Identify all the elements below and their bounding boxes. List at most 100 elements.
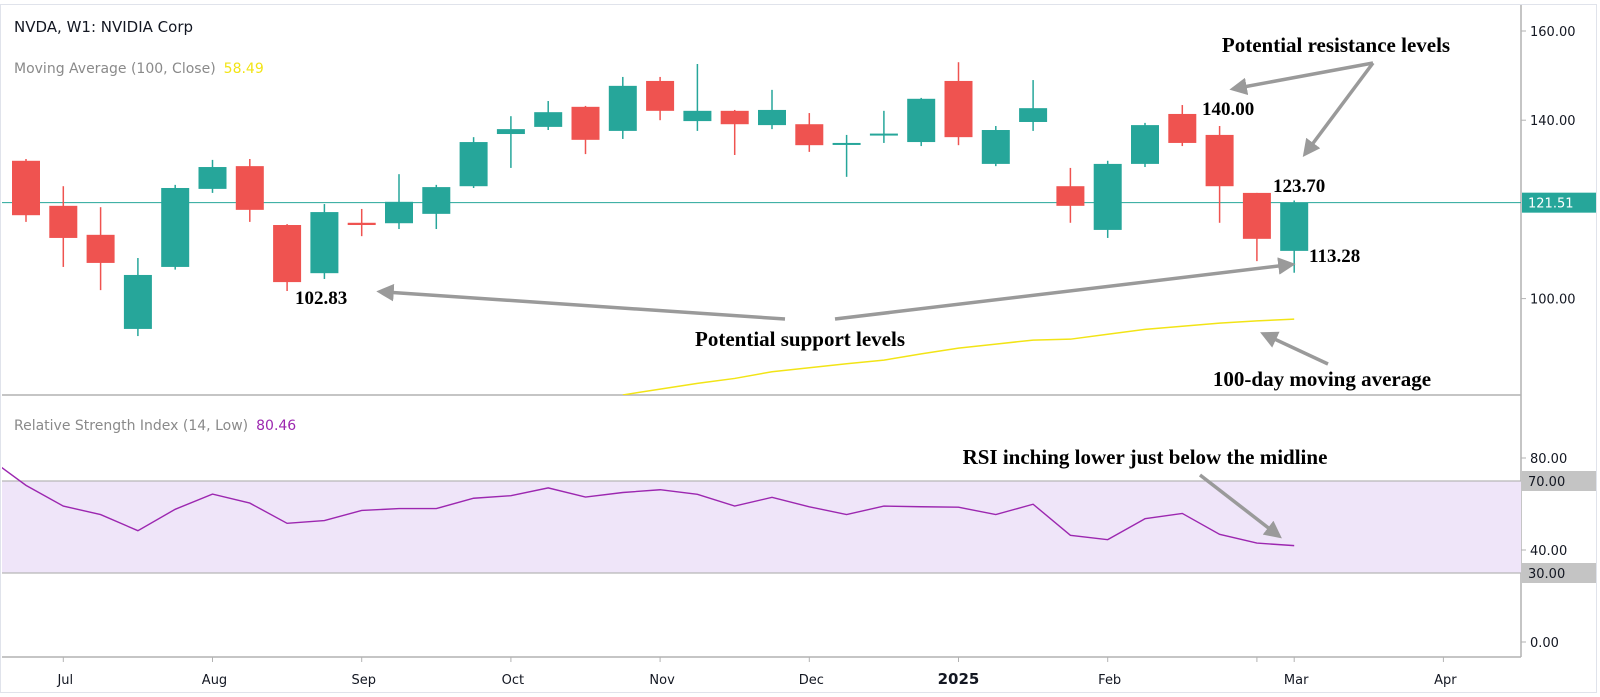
- candle[interactable]: [235, 159, 264, 222]
- candle[interactable]: [496, 116, 525, 168]
- rsi-axis-label: 40.00: [1530, 544, 1567, 559]
- candle[interactable]: [795, 113, 824, 152]
- rsi-band: [2, 481, 1521, 573]
- support-arrow-2: [834, 257, 1296, 321]
- rsi-line: [2, 466, 1295, 547]
- candle-body: [347, 222, 376, 226]
- ma-legend[interactable]: Moving Average (100, Close) 58.49: [14, 61, 264, 77]
- candle-body: [981, 130, 1010, 164]
- axes: 160.00 140.00 100.00 80.00 40.00 0.00 121.51 70…: [56, 25, 1596, 688]
- rsi-axis-label: 80.00: [1530, 452, 1567, 467]
- candle[interactable]: [198, 159, 227, 193]
- last-price-badge-bg: [1522, 192, 1596, 213]
- rsi-band-badge: 70.00: [1522, 471, 1596, 491]
- time-axis-label: Feb: [1098, 673, 1121, 688]
- candle-body: [795, 124, 824, 146]
- candle[interactable]: [310, 204, 339, 279]
- candle[interactable]: [1056, 167, 1085, 223]
- candle[interactable]: [907, 97, 936, 147]
- rsi-legend-label: Relative Strength Index (14, Low): [14, 418, 248, 434]
- candle-body: [86, 234, 115, 263]
- rsi-legend[interactable]: Relative Strength Index (14, Low) 80.46: [14, 418, 296, 434]
- candle-body: [646, 80, 675, 111]
- candle-body: [944, 80, 973, 138]
- candle[interactable]: [534, 101, 563, 131]
- rsi-note: RSI inching lower just below the midline: [963, 445, 1328, 469]
- candle[interactable]: [1019, 80, 1048, 131]
- candle-body: [12, 160, 40, 216]
- candle-body: [832, 142, 861, 145]
- time-axis-label: Jul: [56, 673, 73, 688]
- candle[interactable]: [832, 134, 861, 177]
- candle[interactable]: [720, 109, 749, 155]
- candle-body: [198, 167, 227, 189]
- rsi-band-badge: 30.00: [1522, 563, 1596, 583]
- candle-body: [1093, 163, 1122, 230]
- chart-frame: [0, 4, 1597, 693]
- candle-body: [1280, 202, 1309, 251]
- candle[interactable]: [683, 64, 712, 131]
- candle[interactable]: [571, 105, 600, 155]
- candle[interactable]: [869, 110, 898, 143]
- resistance-value-1: 140.00: [1202, 99, 1254, 120]
- time-axis-label: Dec: [799, 673, 824, 688]
- rsi-band-badge-text: 30.00: [1528, 567, 1565, 582]
- candle[interactable]: [161, 184, 190, 270]
- time-axis-label: Apr: [1434, 673, 1457, 688]
- candle-body: [459, 142, 488, 187]
- candle[interactable]: [1205, 125, 1234, 223]
- resistance-value-2: 123.70: [1273, 176, 1325, 197]
- candle-body: [1242, 192, 1271, 239]
- rsi-note-arrow: [1198, 473, 1282, 539]
- candle[interactable]: [86, 207, 115, 291]
- candle[interactable]: [646, 76, 675, 121]
- candle[interactable]: [944, 62, 973, 146]
- candle[interactable]: [123, 258, 152, 337]
- candle[interactable]: [1280, 200, 1309, 273]
- candle[interactable]: [459, 137, 488, 188]
- candle-body: [1056, 186, 1085, 206]
- support-title: Potential support levels: [695, 327, 905, 351]
- last-price-badge-text: 121.51: [1528, 197, 1574, 212]
- rsi-band-badge-bg: [1522, 563, 1596, 583]
- support-value-1: 102.83: [295, 288, 347, 309]
- rsi-band-badge-bg: [1522, 471, 1596, 491]
- candle-body: [1019, 108, 1048, 122]
- candle[interactable]: [981, 125, 1010, 167]
- candle-body: [422, 187, 451, 214]
- price-pane[interactable]: [12, 62, 1309, 395]
- candle[interactable]: [1131, 122, 1159, 168]
- rsi-pane[interactable]: [0, 458, 1295, 547]
- ma-legend-label: Moving Average (100, Close): [14, 61, 216, 77]
- candle-body: [720, 110, 749, 125]
- resistance-arrow-1: [1229, 61, 1374, 96]
- candle-body: [907, 98, 936, 143]
- candle[interactable]: [385, 174, 413, 230]
- candle[interactable]: [347, 208, 376, 237]
- candle[interactable]: [422, 184, 451, 230]
- candle[interactable]: [1242, 192, 1271, 262]
- support-value-2: 113.28: [1309, 246, 1360, 267]
- candle-body: [123, 274, 152, 329]
- candle-body: [310, 212, 339, 274]
- candle[interactable]: [273, 224, 302, 292]
- rsi-legend-value: 80.46: [256, 418, 296, 434]
- candle[interactable]: [1168, 105, 1197, 147]
- candle[interactable]: [49, 186, 78, 267]
- rsi-axis-label: 0.00: [1530, 636, 1559, 651]
- ma-note: 100-day moving average: [1213, 367, 1431, 391]
- support-arrow-1: [376, 283, 786, 321]
- time-axis-label: Oct: [502, 673, 524, 688]
- candle[interactable]: [1093, 160, 1122, 238]
- ma-note-arrow: [1260, 331, 1329, 366]
- candle-body: [1131, 125, 1159, 164]
- candle[interactable]: [608, 76, 637, 139]
- candle-body: [869, 133, 898, 136]
- candle[interactable]: [12, 159, 40, 222]
- time-axis-label: 2025: [938, 670, 980, 688]
- candle-body: [758, 109, 786, 126]
- candle[interactable]: [758, 89, 786, 130]
- time-axis-label: Aug: [202, 673, 227, 688]
- annotations: Potential resistance levels 140.00 123.7…: [295, 33, 1450, 539]
